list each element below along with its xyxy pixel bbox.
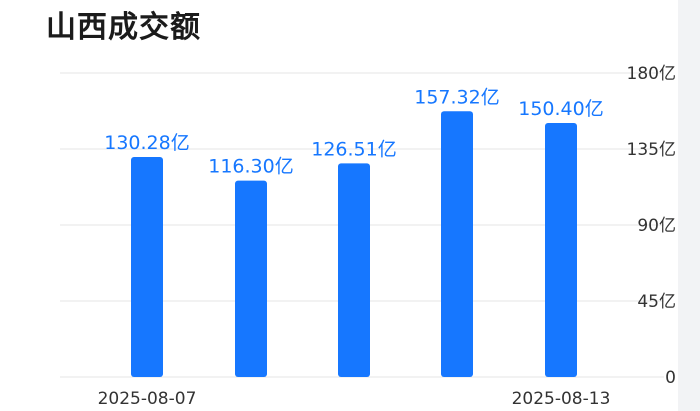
chart-title: 山西成交额 xyxy=(46,10,201,45)
data-label: 116.30亿 xyxy=(208,156,293,178)
side-strip xyxy=(678,0,700,411)
y-tick-label: 0 xyxy=(665,368,676,388)
y-tick-label: 45亿 xyxy=(637,292,676,312)
data-label: 126.51亿 xyxy=(311,138,396,160)
bar[interactable] xyxy=(338,163,370,377)
y-tick-label: 135亿 xyxy=(627,140,676,160)
bar[interactable] xyxy=(545,122,577,377)
x-tick-label: 2025-08-07 xyxy=(98,389,197,409)
y-axis: 180亿 135亿 90亿 45亿 0 xyxy=(627,64,676,388)
x-tick-label: 2025-08-13 xyxy=(512,389,611,409)
bar[interactable] xyxy=(131,156,163,377)
data-label: 130.28亿 xyxy=(104,132,189,154)
y-tick-label: 90亿 xyxy=(637,216,676,236)
data-labels: 130.28亿 116.30亿 126.51亿 157.32亿 150.40亿 xyxy=(104,86,603,177)
bar[interactable] xyxy=(235,180,267,377)
data-label: 157.32亿 xyxy=(414,86,499,108)
data-label: 150.40亿 xyxy=(518,98,603,120)
bar[interactable] xyxy=(441,111,473,377)
y-tick-label: 180亿 xyxy=(627,64,676,84)
bars xyxy=(131,111,577,377)
x-axis: 2025-08-07 2025-08-13 xyxy=(98,389,611,409)
